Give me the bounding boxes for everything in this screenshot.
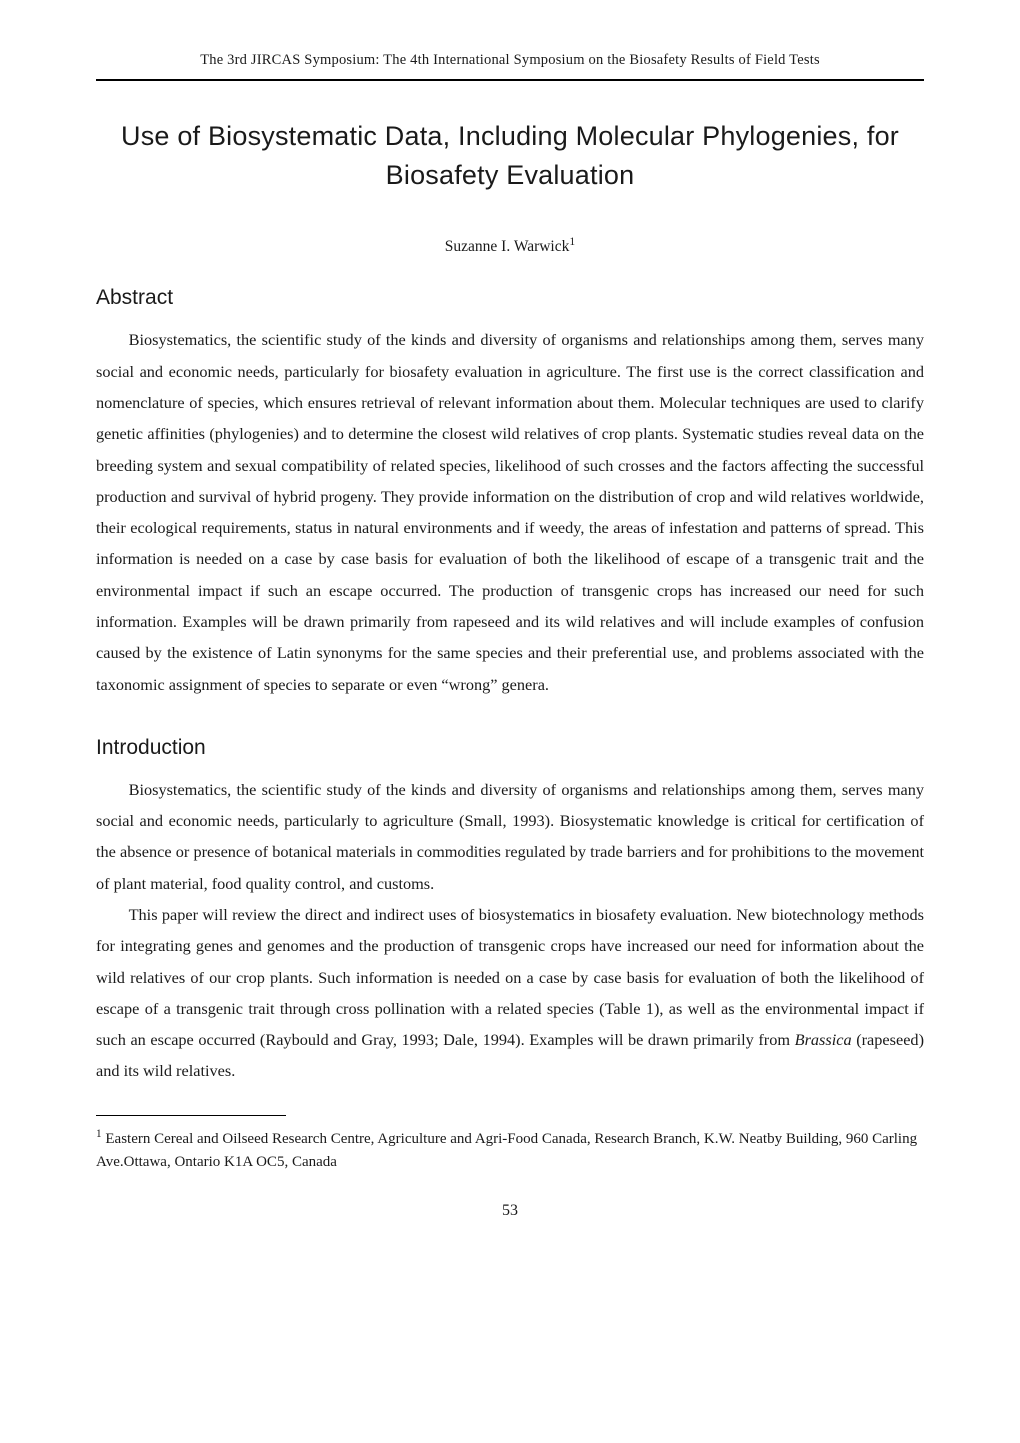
page-number: 53 [96,1202,924,1220]
running-header: The 3rd JIRCAS Symposium: The 4th Intern… [96,52,924,81]
introduction-heading: Introduction [96,736,924,760]
footnote: 1 Eastern Cereal and Oilseed Research Ce… [96,1126,924,1175]
page-title: Use of Biosystematic Data, Including Mol… [96,117,924,195]
author-name: Suzanne I. Warwick [445,238,570,255]
author-marker: 1 [569,235,575,248]
intro-p2-pre: This paper will review the direct and in… [96,905,924,1049]
author-line: Suzanne I. Warwick1 [96,235,924,256]
abstract-text: Biosystematics, the scientific study of … [96,324,924,699]
introduction-paragraph-2: This paper will review the direct and in… [96,899,924,1087]
abstract-heading: Abstract [96,286,924,310]
footnote-text: Eastern Cereal and Oilseed Research Cent… [96,1131,917,1170]
introduction-paragraph-1: Biosystematics, the scientific study of … [96,774,924,899]
intro-p2-italic: Brassica [795,1030,852,1049]
introduction-section: Introduction Biosystematics, the scienti… [96,736,924,1087]
footnote-rule [96,1115,286,1116]
abstract-section: Abstract Biosystematics, the scientific … [96,286,924,699]
